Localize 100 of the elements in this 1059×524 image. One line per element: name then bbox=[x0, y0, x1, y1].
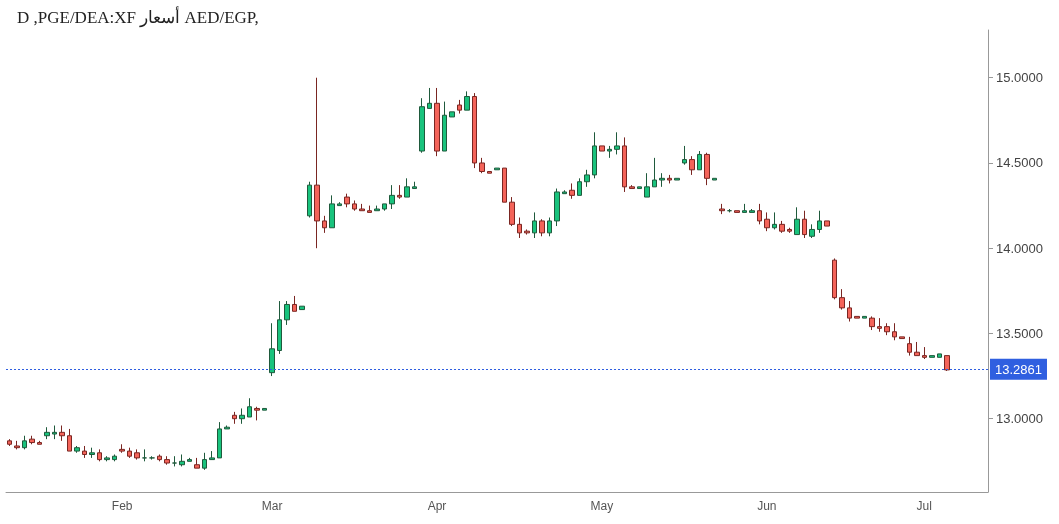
candlestick bbox=[659, 172, 665, 188]
y-tick-label: 15.0000 bbox=[996, 70, 1043, 86]
candlestick bbox=[232, 411, 237, 425]
candlestick bbox=[869, 315, 875, 331]
candlestick bbox=[487, 171, 492, 174]
candlestick bbox=[637, 186, 642, 190]
x-tick-label: Jun bbox=[757, 499, 777, 513]
candlestick bbox=[247, 397, 252, 418]
candlestick bbox=[854, 315, 860, 319]
candlestick bbox=[464, 90, 470, 111]
candlestick bbox=[832, 257, 837, 300]
candlestick bbox=[82, 445, 87, 459]
candlestick bbox=[164, 455, 170, 466]
candlestick bbox=[689, 155, 695, 176]
candlestick bbox=[539, 218, 545, 237]
candlestick bbox=[794, 206, 800, 236]
candlestick bbox=[284, 300, 290, 326]
candlestick bbox=[344, 193, 350, 208]
candlestick bbox=[382, 203, 387, 212]
candlestick bbox=[299, 305, 305, 311]
candlestick bbox=[809, 223, 815, 239]
candlestick bbox=[524, 228, 530, 236]
candlestick bbox=[652, 157, 657, 188]
candlestick bbox=[127, 447, 132, 459]
x-tick-label: Mar bbox=[261, 499, 283, 513]
candlestick bbox=[67, 428, 72, 452]
chart-title: D ,PGE/DEA:XF أسعار AED/EGP, bbox=[17, 6, 259, 28]
candlestick bbox=[112, 453, 117, 462]
candlestick bbox=[907, 336, 912, 357]
candlestick bbox=[412, 181, 417, 190]
candlestick bbox=[322, 215, 327, 234]
candlestick bbox=[134, 448, 140, 461]
candlestick bbox=[37, 440, 42, 445]
candlestick bbox=[74, 445, 80, 454]
candlestick bbox=[179, 453, 185, 467]
candlestick bbox=[839, 288, 845, 311]
candlestick bbox=[674, 177, 680, 181]
candlestick bbox=[914, 341, 920, 357]
candlestick bbox=[419, 97, 425, 154]
candlestick bbox=[104, 455, 110, 462]
candlestick bbox=[89, 447, 95, 459]
candlestick bbox=[749, 208, 755, 213]
candlestick bbox=[269, 322, 275, 377]
candlestick bbox=[922, 346, 927, 360]
candlestick bbox=[577, 177, 582, 196]
candlestick bbox=[614, 131, 620, 155]
candlestick bbox=[29, 435, 35, 445]
candlestick bbox=[427, 87, 432, 109]
candlestick bbox=[704, 152, 710, 186]
candlestick bbox=[629, 184, 635, 190]
candlestick bbox=[367, 205, 372, 213]
candlestick bbox=[502, 167, 507, 203]
candlestick bbox=[764, 211, 770, 232]
candlestick bbox=[712, 177, 717, 181]
candlestick bbox=[149, 455, 155, 461]
candlestick bbox=[562, 189, 567, 195]
candlestick bbox=[944, 355, 950, 372]
candlestick bbox=[877, 317, 882, 333]
candlestick bbox=[329, 194, 335, 229]
candlestick bbox=[554, 188, 560, 227]
candlestick bbox=[802, 210, 807, 239]
candlestick bbox=[52, 425, 57, 440]
candlestick bbox=[172, 455, 177, 467]
candlestick bbox=[742, 203, 747, 213]
candlestick bbox=[314, 77, 320, 249]
candlestick bbox=[292, 295, 297, 312]
candlestick bbox=[817, 210, 822, 234]
candlestick bbox=[359, 203, 365, 212]
candlestick bbox=[187, 457, 192, 462]
candlestick bbox=[757, 203, 762, 225]
candlestick bbox=[404, 177, 410, 198]
candlestick bbox=[209, 450, 215, 461]
candlestick bbox=[97, 448, 102, 462]
candlestick bbox=[929, 355, 935, 358]
candlestick bbox=[532, 211, 537, 239]
candlestick bbox=[734, 210, 740, 213]
y-tick-label: 13.0000 bbox=[996, 411, 1043, 427]
candlestick bbox=[7, 438, 12, 447]
candlestick bbox=[397, 184, 402, 200]
candlestick bbox=[494, 167, 500, 171]
candlestick bbox=[59, 425, 65, 442]
candlestick bbox=[899, 336, 905, 340]
candlestick bbox=[584, 169, 590, 188]
candlestick bbox=[307, 181, 312, 219]
candlestick bbox=[937, 353, 942, 358]
candlestick bbox=[472, 92, 477, 169]
candlestick bbox=[847, 300, 852, 323]
candlestick bbox=[352, 199, 357, 212]
candlestick bbox=[239, 407, 245, 425]
candlestick bbox=[457, 99, 462, 115]
candlestick bbox=[779, 220, 785, 234]
x-tick-label: May bbox=[590, 499, 614, 513]
candlestick bbox=[14, 440, 20, 450]
x-tick-label: Apr bbox=[427, 499, 447, 513]
candlestick bbox=[449, 111, 455, 118]
candlestick bbox=[142, 448, 147, 462]
y-tick-label: 13.5000 bbox=[996, 325, 1043, 341]
candlestick bbox=[157, 453, 162, 462]
candlestick bbox=[569, 182, 575, 200]
y-tick-label: 14.5000 bbox=[996, 155, 1043, 171]
